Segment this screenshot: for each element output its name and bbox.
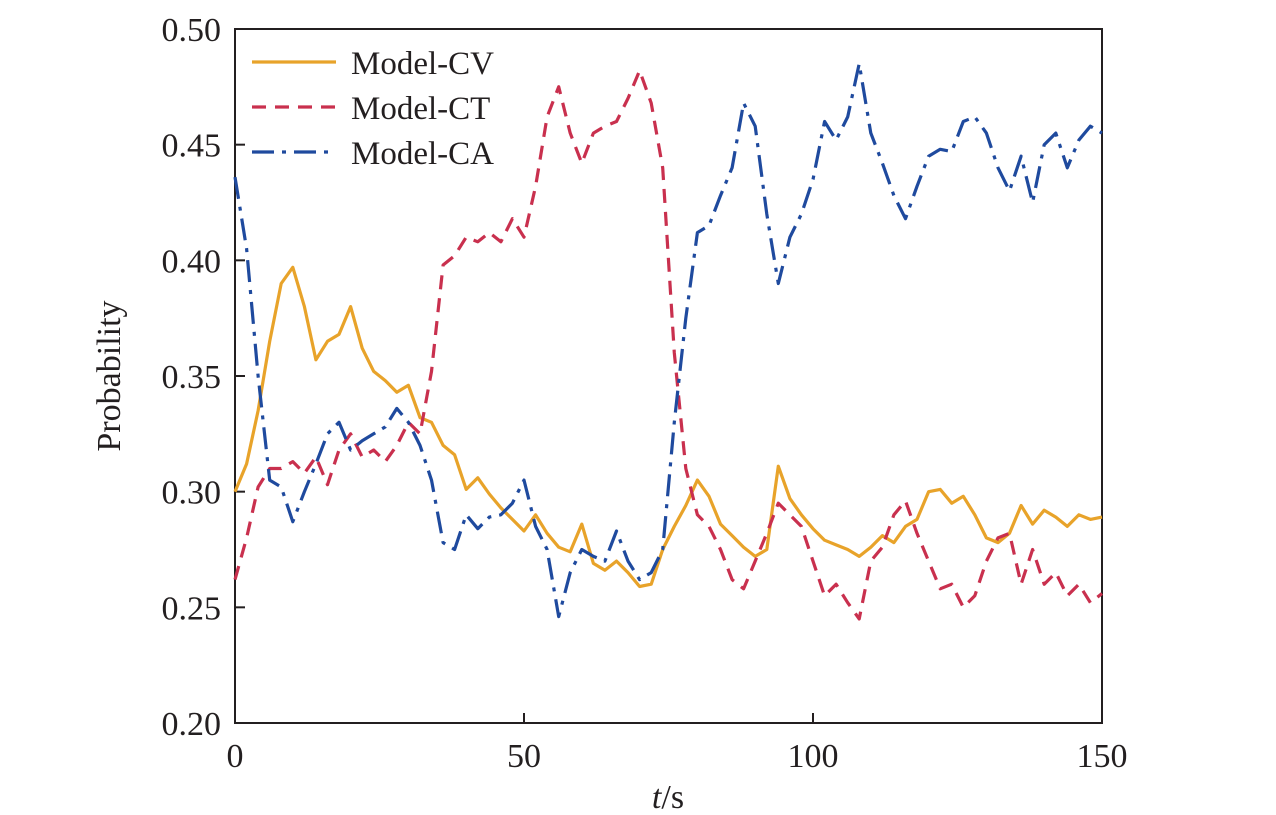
- y-tick-label: 0.25: [162, 590, 222, 627]
- axis-tick-labels: 0 50 100 150 0.20 0.25 0.30 0.35 0.40 0.45 0.50: [162, 12, 1128, 775]
- legend: Model-CV Model-CT Model-CA: [252, 46, 494, 172]
- y-tick-label: 0.30: [162, 475, 222, 512]
- x-axis-label-unit: /s: [661, 779, 684, 815]
- legend-label: Model-CA: [351, 136, 494, 172]
- x-tick-label: 150: [1077, 738, 1128, 775]
- x-tick-label: 100: [788, 738, 839, 775]
- series-line-model-ct: [233, 68, 1103, 621]
- legend-label: Model-CT: [351, 91, 490, 127]
- legend-label: Model-CV: [351, 46, 494, 82]
- y-tick-label: 0.50: [162, 12, 222, 49]
- series-layer: [233, 62, 1103, 621]
- y-tick-label: 0.20: [162, 706, 222, 743]
- x-tick-label: 0: [227, 738, 244, 775]
- plot-frame: [234, 28, 1103, 724]
- x-axis-label-variable: t: [652, 779, 663, 815]
- x-tick-label: 50: [507, 738, 541, 775]
- y-tick-label: 0.40: [162, 243, 222, 280]
- y-tick-label: 0.35: [162, 359, 222, 396]
- axis-ticks: [234, 28, 1103, 724]
- x-axis-label: t/s: [652, 779, 684, 815]
- series-line-model-ca: [233, 62, 1103, 619]
- y-tick-label: 0.45: [162, 128, 222, 165]
- y-axis-label: Probability: [91, 300, 128, 451]
- series-line-model-cv: [233, 265, 1103, 589]
